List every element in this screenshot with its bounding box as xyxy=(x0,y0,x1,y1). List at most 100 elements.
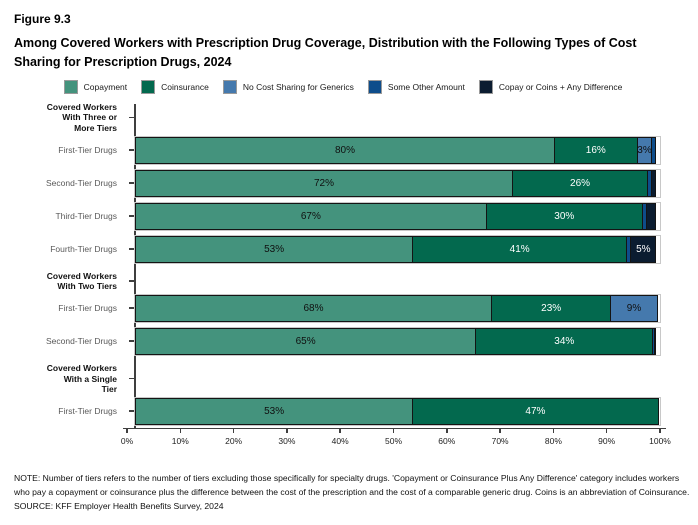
bar-segment-value: 3% xyxy=(637,144,652,156)
row-label: Fourth-Tier Drugs xyxy=(50,244,117,255)
bar-segment-value: 68% xyxy=(303,302,324,314)
bar-row: Third-Tier Drugs 67% 30% xyxy=(16,200,660,233)
bar-segment-copayment: 80% xyxy=(135,136,555,164)
legend-swatch-copay_coins_diff xyxy=(478,79,493,94)
bar-track: 53% 41% 5% xyxy=(135,235,660,263)
bar-segment-value: 5% xyxy=(636,243,651,255)
group-header-label: Covered Workers With a Single Tier xyxy=(46,362,117,395)
y-axis-tick xyxy=(129,410,134,412)
bar-track: 65% 34% xyxy=(135,327,660,355)
bar-row: Fourth-Tier Drugs 53% 41% 5% xyxy=(16,233,660,266)
bar-row: Second-Tier Drugs 72% 26% xyxy=(16,167,660,200)
bar-segment-no_cost_sharing: 9% xyxy=(610,294,658,322)
figure-number: Figure 9.3 xyxy=(14,12,71,26)
y-axis-tick xyxy=(129,377,134,380)
bar-segment-copayment: 67% xyxy=(135,202,487,230)
legend-item-copay_coins_diff: Copay or Coins + Any Difference xyxy=(478,79,623,94)
y-axis-tick xyxy=(129,149,134,151)
bar-track: 67% 30% xyxy=(135,202,660,230)
x-axis-tickmark xyxy=(126,429,128,434)
bar-segment-value: 30% xyxy=(554,210,575,222)
row-label: Second-Tier Drugs xyxy=(45,178,117,189)
legend-label: Coinsurance xyxy=(161,81,209,92)
x-axis-tick-label: 100% xyxy=(649,435,671,446)
x-axis-tickmark xyxy=(179,429,182,434)
stacked-bar-chart: Covered Workers With Three or More Tiers… xyxy=(16,102,686,450)
y-axis-tick xyxy=(129,340,134,342)
bar-segment-value: 65% xyxy=(295,335,316,347)
x-axis-tick-label: 50% xyxy=(384,435,403,446)
legend-swatch-no_cost_sharing xyxy=(222,79,237,94)
x-axis-tick-label: 80% xyxy=(544,435,562,446)
group-header-label: Covered Workers With Two Tiers xyxy=(46,270,117,292)
x-axis-tickmark xyxy=(499,429,501,434)
bar-segment-value: 26% xyxy=(570,177,591,189)
bar-segment-coinsurance: 41% xyxy=(412,235,628,263)
legend-swatch-coinsurance xyxy=(141,79,156,94)
bar-segment-value: 47% xyxy=(525,405,546,417)
bar-segment-coinsurance: 34% xyxy=(475,327,654,355)
bar-row: Second-Tier Drugs 65% 34% xyxy=(16,325,660,358)
bar-segment-value: 23% xyxy=(541,302,562,314)
legend-item-copayment: Copayment xyxy=(63,79,128,94)
bar-segment-no_cost_sharing: 3% xyxy=(636,136,653,164)
bar-segment-coinsurance: 26% xyxy=(511,169,649,197)
bar-track: 72% 26% xyxy=(135,169,660,197)
x-axis-tick-label: 60% xyxy=(438,435,456,446)
x-axis-tickmark xyxy=(286,429,288,434)
y-axis-line xyxy=(134,103,136,428)
bar-segment-copay_coins_diff xyxy=(645,202,657,230)
legend-label: No Cost Sharing for Generics xyxy=(242,81,354,92)
legend-swatch-copayment xyxy=(63,79,78,94)
x-axis-tick-label: 90% xyxy=(598,435,616,446)
bar-row: First-Tier Drugs 80% 16% 3% xyxy=(16,134,660,167)
figure-title: Among Covered Workers with Prescription … xyxy=(14,36,637,70)
bar-segment-value: 9% xyxy=(626,302,642,314)
chart-legend: Copayment Coinsurance No Cost Sharing for … xyxy=(14,79,686,94)
y-axis-tick xyxy=(129,116,134,119)
bar-segment-copay_coins_diff: 5% xyxy=(630,235,657,263)
bar-segment-coinsurance: 16% xyxy=(553,136,638,164)
bar-segment-copayment: 65% xyxy=(135,327,477,355)
legend-label: Some Other Amount xyxy=(387,81,465,92)
bar-segment-value: 34% xyxy=(554,335,575,347)
legend-label: Copay or Coins + Any Difference xyxy=(498,81,623,92)
x-axis-tickmark xyxy=(392,429,395,434)
group-header: Covered Workers With Three or More Tiers xyxy=(16,102,660,134)
chart-source: SOURCE: KFF Employer Health Benefits Sur… xyxy=(14,500,224,511)
x-axis-tick-label: 30% xyxy=(278,435,296,446)
group-header-label: Covered Workers With Three or More Tiers xyxy=(46,101,117,133)
x-axis-line xyxy=(123,427,666,430)
bar-row: First-Tier Drugs 53% 47% xyxy=(16,395,660,428)
bar-segment-value: 72% xyxy=(313,177,334,189)
bar-track: 80% 16% 3% xyxy=(135,136,660,164)
bar-segment-some_other xyxy=(651,136,657,164)
x-axis-tickmark xyxy=(659,429,661,434)
bar-segment-value: 41% xyxy=(509,243,530,255)
x-axis-tick-label: 10% xyxy=(171,435,189,446)
legend-item-no_cost_sharing: No Cost Sharing for Generics xyxy=(222,79,354,94)
y-axis-tick xyxy=(129,280,134,282)
bar-segment-value: 53% xyxy=(264,405,285,417)
y-axis-tick xyxy=(129,215,134,217)
bar-segment-copayment: 53% xyxy=(135,235,414,263)
bar-segment-copay_coins_diff xyxy=(653,327,657,355)
figure-page: Figure 9.3 Among Covered Workers with Pr… xyxy=(14,12,689,511)
legend-item-some_other: Some Other Amount xyxy=(367,79,465,94)
legend-label: Copayment xyxy=(83,81,128,92)
bar-segment-value: 53% xyxy=(264,243,285,255)
legend-item-coinsurance: Coinsurance xyxy=(141,79,209,94)
legend-swatch-some_other xyxy=(367,79,382,94)
x-axis-tickmark xyxy=(552,429,555,434)
row-label: First-Tier Drugs xyxy=(58,303,117,314)
y-axis-tick xyxy=(129,248,134,250)
bar-segment-copayment: 53% xyxy=(135,397,414,425)
bar-track: 68% 23% 9% xyxy=(135,294,660,322)
x-axis-tick-label: 0% xyxy=(120,435,134,446)
bar-segment-value: 67% xyxy=(300,210,321,222)
row-label: Second-Tier Drugs xyxy=(45,336,117,347)
x-axis-tick-label: 70% xyxy=(491,435,509,446)
row-label: First-Tier Drugs xyxy=(58,406,117,417)
x-axis-tickmark xyxy=(339,429,341,434)
row-label: First-Tier Drugs xyxy=(58,145,117,156)
